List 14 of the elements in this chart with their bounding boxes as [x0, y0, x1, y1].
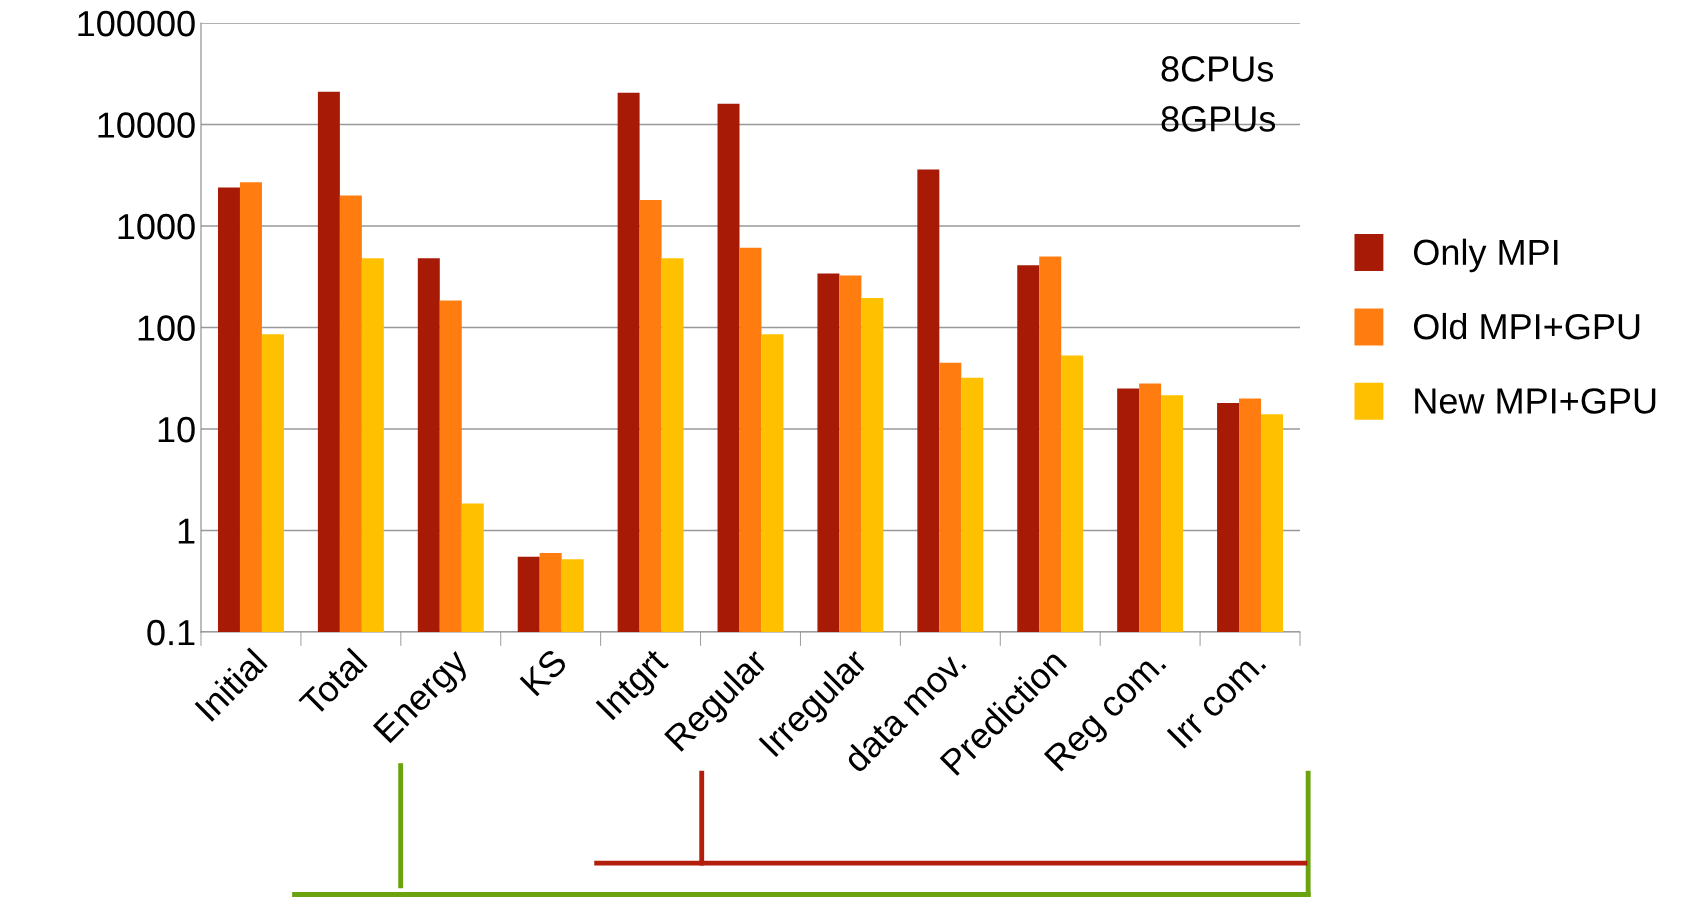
legend-label: New MPI+GPU — [1415, 388, 1656, 414]
y-tick-label: 100000 — [78, 10, 195, 37]
y-tick-label: 1000 — [118, 213, 195, 240]
legend-label: Only MPI — [1413, 238, 1558, 273]
y-tick-label: 1 — [178, 518, 195, 544]
annotation: 8CPUs — [1161, 56, 1274, 82]
x-tick-label: Irr com. — [1166, 649, 1267, 749]
x-tick-label: KS — [519, 647, 569, 697]
y-tick-label: 10 — [158, 416, 195, 443]
legend-label: Old MPI+GPU — [1413, 312, 1640, 340]
y-tick-label: 10000 — [98, 112, 195, 138]
y-tick-label: 0.1 — [147, 619, 195, 646]
annotation: 8GPUs — [1161, 106, 1276, 132]
y-tick-label: 100 — [138, 315, 195, 341]
